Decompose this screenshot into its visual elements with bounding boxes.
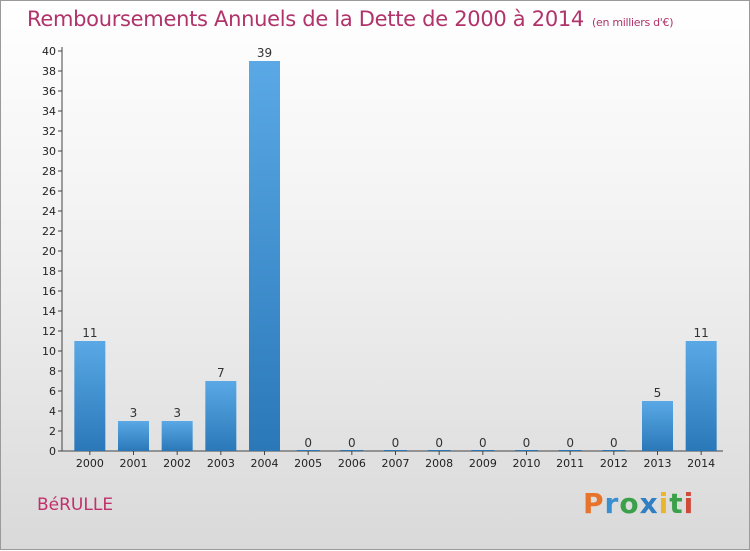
data-label: 7 xyxy=(217,366,225,380)
y-tick-label: 38 xyxy=(42,65,56,78)
logo-letter-i: i xyxy=(658,487,670,520)
bar xyxy=(118,421,149,451)
x-tick-label: 2004 xyxy=(251,457,279,470)
y-tick-label: 10 xyxy=(42,345,56,358)
bar xyxy=(296,450,320,451)
unit-label: (en milliers d'€) xyxy=(592,16,674,29)
data-label: 11 xyxy=(694,326,709,340)
x-tick-label: 2013 xyxy=(644,457,672,470)
y-tick-label: 24 xyxy=(42,205,56,218)
bar xyxy=(205,381,237,451)
x-tick-label: 2012 xyxy=(600,457,628,470)
bar xyxy=(427,450,451,451)
proxiti-logo: Proxiti xyxy=(583,487,694,520)
y-tick-label: 36 xyxy=(42,85,56,98)
y-tick-label: 16 xyxy=(42,285,56,298)
y-tick-label: 18 xyxy=(42,265,56,278)
data-label: 0 xyxy=(348,436,356,450)
logo-letter-x: x xyxy=(639,487,659,520)
chart-title: Remboursements Annuels de la Dette de 20… xyxy=(27,7,673,31)
data-label: 39 xyxy=(257,46,272,60)
y-tick-label: 30 xyxy=(42,145,56,158)
y-tick-label: 32 xyxy=(42,125,56,138)
bar xyxy=(384,450,407,451)
data-label: 0 xyxy=(304,436,312,450)
x-tick-label: 2006 xyxy=(338,457,366,470)
data-label: 0 xyxy=(479,436,487,450)
data-label: 5 xyxy=(654,386,662,400)
bar xyxy=(74,341,106,451)
y-tick-label: 34 xyxy=(42,105,56,118)
x-tick-label: 2005 xyxy=(294,457,322,470)
labels: 2000 11 2001 3 2002 3 2003 7 2004 39 2005 0 2006 0 200… xyxy=(76,46,715,470)
y-tick-label: 4 xyxy=(49,405,56,418)
y-tick-label: 40 xyxy=(42,45,56,58)
x-tick-label: 2010 xyxy=(513,457,541,470)
data-label: 3 xyxy=(130,406,138,420)
bar xyxy=(340,450,364,451)
x-tick-label: 2001 xyxy=(120,457,148,470)
x-tick-label: 2014 xyxy=(687,457,715,470)
logo-letter-t: t xyxy=(669,487,684,520)
y-tick-label: 12 xyxy=(42,325,56,338)
commune-name: BéRULLE xyxy=(37,495,114,515)
x-tick-label: 2011 xyxy=(556,457,584,470)
y-tick-label: 6 xyxy=(49,385,56,398)
bar xyxy=(685,341,717,451)
bars xyxy=(74,61,717,451)
bar xyxy=(642,401,673,451)
x-tick-label: 2002 xyxy=(163,457,191,470)
data-label: 0 xyxy=(392,436,400,450)
data-label: 0 xyxy=(435,436,443,450)
y-tick-label: 2 xyxy=(49,425,56,438)
data-label: 0 xyxy=(523,436,531,450)
bar xyxy=(558,450,582,451)
x-tick-label: 2003 xyxy=(207,457,235,470)
x-tick-label: 2008 xyxy=(425,457,453,470)
logo-letter-p: P xyxy=(583,487,605,520)
data-label: 3 xyxy=(173,406,181,420)
y-tick-label: 0 xyxy=(49,445,56,458)
logo-letter-i2: i xyxy=(683,487,695,520)
data-label: 0 xyxy=(610,436,618,450)
title-text: Remboursements Annuels de la Dette de 20… xyxy=(27,7,584,31)
bar xyxy=(602,450,626,451)
y-tick-label: 22 xyxy=(42,225,56,238)
logo-letter-r: r xyxy=(604,487,620,520)
data-label: 11 xyxy=(82,326,97,340)
x-tick-label: 2007 xyxy=(382,457,410,470)
logo-letter-o: o xyxy=(619,487,640,520)
x-tick-label: 2000 xyxy=(76,457,104,470)
y-tick-label: 26 xyxy=(42,185,56,198)
x-tick-label: 2009 xyxy=(469,457,497,470)
data-label: 0 xyxy=(566,436,574,450)
bar xyxy=(471,450,495,451)
bar xyxy=(161,421,193,451)
bar xyxy=(249,61,280,451)
bar xyxy=(515,450,538,451)
y-tick-label: 20 xyxy=(42,245,56,258)
y-tick-label: 14 xyxy=(42,305,56,318)
y-tick-label: 28 xyxy=(42,165,56,178)
y-tick-label: 8 xyxy=(49,365,56,378)
